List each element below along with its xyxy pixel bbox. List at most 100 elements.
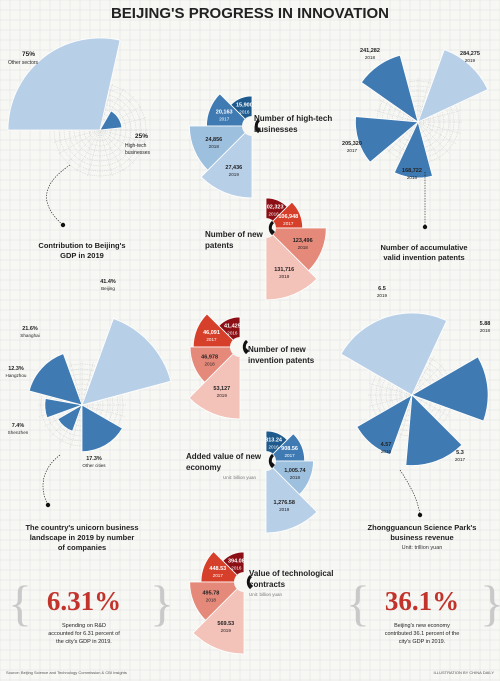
new_invention_patents-value-label: 46,091	[203, 330, 220, 336]
spoke	[81, 362, 94, 406]
neweco-note-3: city's GDP in 2019.	[399, 639, 446, 645]
new_patents-year-label: 2016	[268, 212, 279, 217]
rd-percentage: 6.31%	[47, 586, 121, 616]
unicorn-wedge	[57, 404, 83, 432]
new-patents-title-2: patents	[205, 241, 234, 250]
patents-acc-value: 168,722	[402, 168, 422, 174]
contracts-title-2: contracts	[249, 580, 286, 589]
new_economy_value-value-label: 1,276.58	[273, 500, 294, 506]
zgc-value: 5.88	[480, 321, 491, 327]
zgc-value: 4.57	[381, 442, 392, 448]
zgc-year: 2019	[377, 293, 388, 298]
new_invention_patents-year-label: 2017	[206, 337, 217, 342]
new_invention_patents-year-label: 2018	[204, 362, 215, 367]
spoke	[369, 394, 413, 407]
unicorn-wedge	[81, 318, 172, 406]
spoke	[99, 83, 113, 131]
rd-note-1: Spending on R&D	[62, 623, 106, 629]
unicorn-pct: 21.6%	[22, 326, 38, 332]
patents-acc-wedge	[355, 116, 419, 163]
patents-acc-wedge	[417, 49, 489, 123]
unicorn-pct: 17.3%	[86, 456, 102, 462]
new_patents-year-label: 2019	[279, 274, 290, 279]
unicorn-wedge	[28, 353, 83, 406]
page-title: BEIJING'S PROGRESS IN INNOVATION	[111, 5, 389, 22]
spoke	[369, 383, 413, 396]
unicorn-city: Beijing	[101, 286, 115, 291]
unicorn-dot	[45, 502, 51, 508]
rd-bracket-left: {	[8, 575, 32, 631]
hightech_businesses-value-label: 27,436	[225, 165, 242, 171]
new_patents-year-label: 2018	[298, 245, 309, 250]
new_patents-value-label: 123,496	[293, 238, 313, 244]
spoke	[99, 129, 135, 165]
hightech-pct: 25%	[135, 133, 148, 140]
gdp-contribution-chart	[7, 37, 123, 228]
gdp-other-wedge	[7, 37, 121, 131]
spoke	[379, 99, 419, 123]
zgc-unit: Unit: trillion yuan	[402, 545, 443, 551]
tech_contracts-wedge	[192, 581, 245, 655]
hightech-title-1: Number of high-tech	[254, 114, 332, 123]
tech_contracts-year-label: 2018	[206, 598, 217, 603]
patents-acc-wedge	[360, 54, 419, 123]
patents-acc-year: 2016	[407, 175, 418, 180]
spoke	[53, 129, 101, 143]
hightech_businesses-value-label: 20,163	[216, 110, 233, 116]
patents-acc-wedge	[393, 120, 433, 179]
spoke	[400, 394, 413, 438]
spoke	[99, 129, 113, 177]
spoke	[395, 121, 419, 161]
neweco-note-2: contributed 36.1 percent of the	[385, 631, 460, 637]
patents-acc-value: 205,320	[342, 141, 362, 147]
hightech_businesses-wedge	[200, 125, 253, 199]
ring	[65, 388, 99, 422]
source-note: Source: Beijing Science and Technology C…	[6, 670, 127, 675]
hightech_businesses-arrow-tip	[258, 127, 261, 133]
neweco-bracket-right: }	[480, 575, 500, 631]
spoke	[75, 129, 101, 172]
spoke	[417, 121, 457, 145]
hightech-title-2: businesses	[254, 125, 298, 134]
new_invention_patents-year-label: 2016	[227, 331, 238, 336]
zgc-wedge	[356, 394, 413, 456]
spoke	[417, 121, 441, 161]
unicorn-city: Shanghai	[20, 333, 39, 338]
spoke	[81, 404, 125, 417]
spoke	[375, 110, 419, 123]
unicorn-city: Other cities	[82, 463, 106, 468]
hightech-label-1: High-tech	[125, 143, 147, 149]
spoke	[65, 129, 101, 165]
spoke	[411, 356, 435, 396]
new_economy_value-value-label: 1,005.74	[284, 468, 306, 474]
zgc-value: 5.3	[456, 450, 464, 456]
new_patents-value-label: 102,323	[264, 205, 284, 211]
tech_contracts-value-label: 394.08	[228, 559, 245, 565]
zgc-wedge	[405, 394, 463, 466]
new_economy_value-year-label: 2018	[290, 475, 301, 480]
spoke	[99, 129, 142, 155]
tech_contracts-value-label: 448.53	[209, 566, 226, 572]
spoke	[87, 129, 101, 177]
hightech_businesses-year-label: 2018	[209, 144, 220, 149]
unicorn-title-3: of companies	[58, 543, 106, 552]
new_economy_value-wedge	[265, 460, 318, 534]
new_economy_value-year-label: 2017	[284, 453, 295, 458]
gdp-hightech-wedge	[99, 110, 123, 131]
spoke	[411, 394, 451, 418]
spoke	[386, 121, 419, 154]
unicorn-wedge	[81, 404, 123, 452]
new-patents-title-1: Number of new	[205, 230, 264, 239]
spoke	[99, 129, 125, 172]
new-inv-title-2: invention patents	[248, 356, 315, 365]
gdp-connector-dot	[60, 222, 66, 228]
new_economy_value-year-label: 2016	[268, 445, 279, 450]
zgc-connector	[399, 469, 421, 516]
gdp-connector	[46, 164, 71, 226]
unicorn-pct: 41.4%	[100, 279, 116, 285]
